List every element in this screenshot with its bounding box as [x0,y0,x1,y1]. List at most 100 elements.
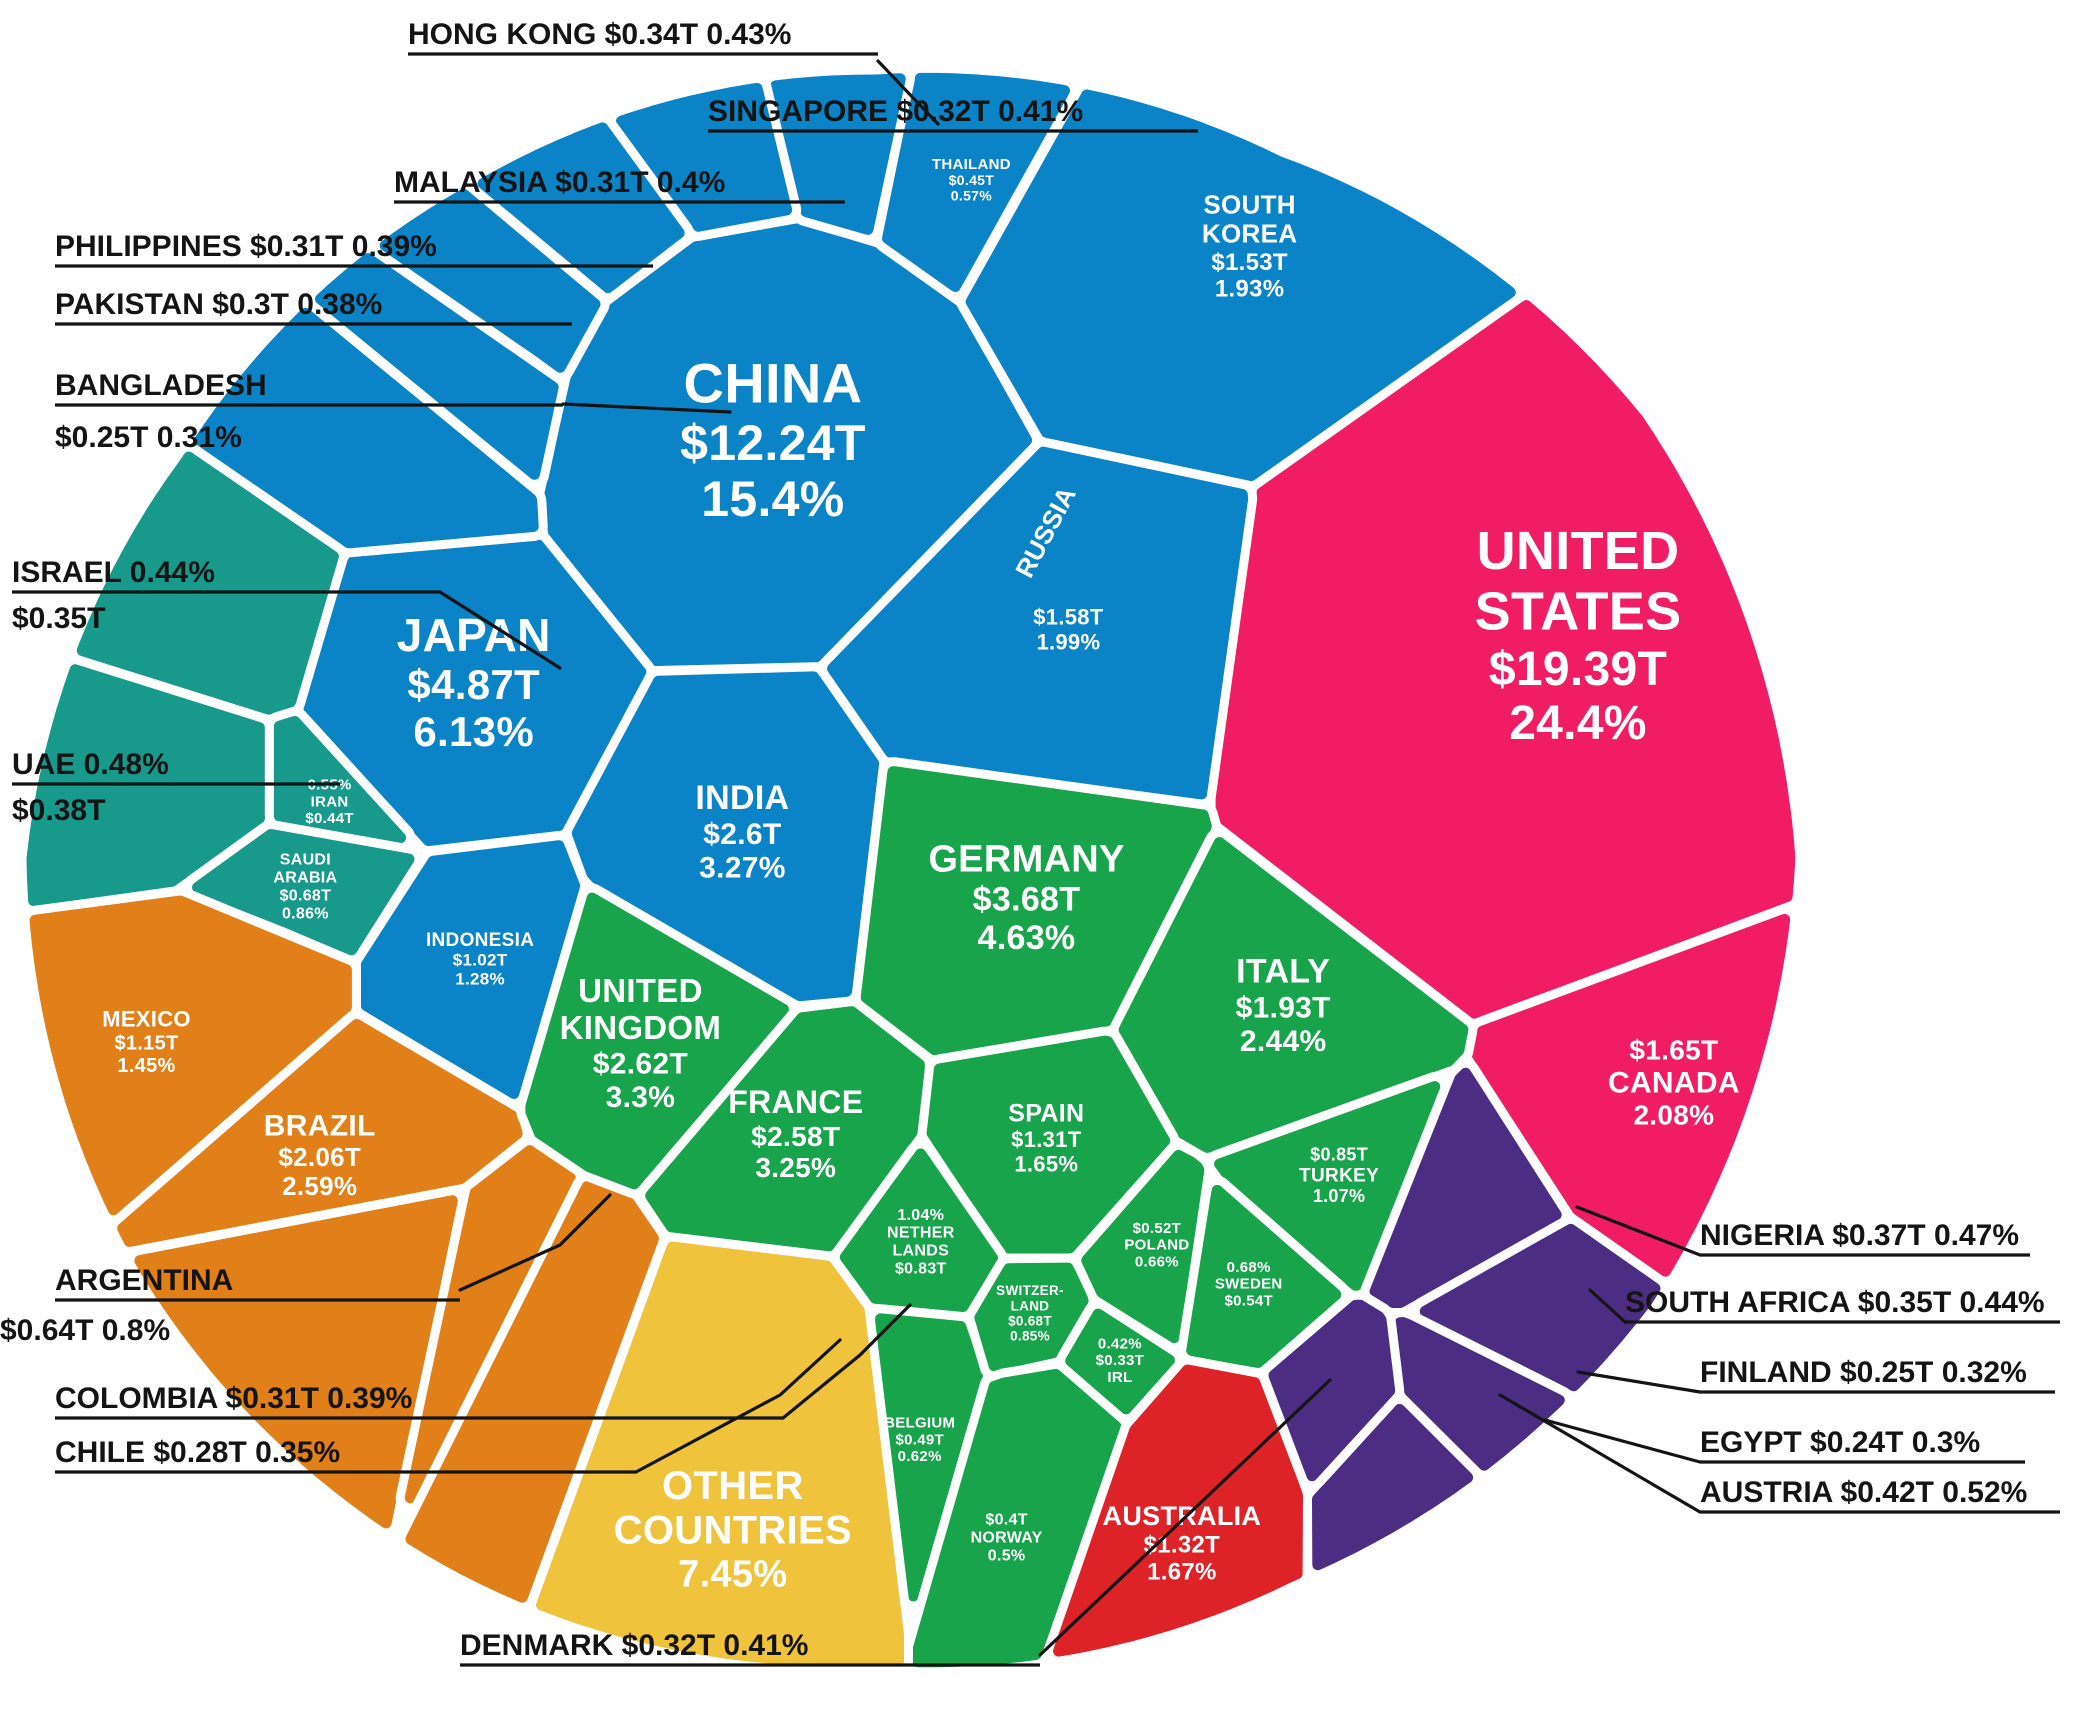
svg-text:AUSTRIA $0.42T 0.52%: AUSTRIA $0.42T 0.52% [1700,1476,2027,1509]
svg-text:KINGDOM: KINGDOM [560,1009,722,1046]
svg-text:MEXICO: MEXICO [102,1006,191,1031]
svg-text:$1.58T: $1.58T [1033,605,1104,630]
svg-text:1.28%: 1.28% [455,970,505,989]
svg-text:ISRAEL 0.44%: ISRAEL 0.44% [12,556,215,589]
svg-text:SWEDEN: SWEDEN [1215,1276,1283,1293]
svg-text:$0.85T: $0.85T [1310,1144,1368,1164]
svg-text:IRL: IRL [1107,1369,1132,1386]
svg-text:$1.31T: $1.31T [1011,1127,1082,1152]
svg-text:$0.64T 0.8%: $0.64T 0.8% [0,1314,170,1347]
svg-text:$2.58T: $2.58T [751,1121,840,1152]
svg-text:$0.45T: $0.45T [949,172,995,188]
svg-text:ITALY: ITALY [1236,953,1330,991]
svg-text:UNITED: UNITED [1477,521,1680,581]
svg-text:CHILE $0.28T 0.35%: CHILE $0.28T 0.35% [55,1436,340,1469]
svg-text:$1.15T: $1.15T [114,1032,178,1054]
svg-text:0.86%: 0.86% [282,905,329,922]
svg-text:BELGIUM: BELGIUM [884,1415,955,1432]
svg-text:AUSTRALIA: AUSTRALIA [1103,1501,1262,1531]
svg-text:SAUDI: SAUDI [280,852,331,869]
svg-text:$0.49T: $0.49T [895,1431,944,1448]
svg-text:TURKEY: TURKEY [1299,1165,1379,1186]
svg-text:ARABIA: ARABIA [273,870,337,887]
svg-text:$2.6T: $2.6T [703,818,781,851]
svg-text:$0.83T: $0.83T [895,1261,947,1278]
svg-text:CHINA: CHINA [683,351,862,414]
svg-text:HONG KONG $0.34T 0.43%: HONG KONG $0.34T 0.43% [408,18,791,51]
svg-text:2.08%: 2.08% [1633,1100,1714,1131]
svg-text:PAKISTAN $0.3T 0.38%: PAKISTAN $0.3T 0.38% [55,288,382,321]
svg-text:3.25%: 3.25% [755,1152,836,1183]
svg-text:EGYPT $0.24T 0.3%: EGYPT $0.24T 0.3% [1700,1426,1980,1459]
svg-text:1.93%: 1.93% [1215,276,1285,303]
svg-text:7.45%: 7.45% [678,1554,787,1596]
svg-text:THAILAND: THAILAND [932,156,1011,173]
svg-text:BRAZIL: BRAZIL [264,1110,376,1143]
svg-text:$0.35T: $0.35T [12,602,105,635]
svg-text:$1.02T: $1.02T [453,951,508,970]
svg-text:$0.68T: $0.68T [1008,1313,1052,1328]
svg-text:0.62%: 0.62% [898,1448,942,1465]
svg-text:$2.62T: $2.62T [593,1047,688,1080]
svg-text:SOUTH AFRICA $0.35T 0.44%: SOUTH AFRICA $0.35T 0.44% [1625,1286,2045,1319]
svg-text:INDIA: INDIA [695,779,789,817]
svg-text:FINLAND $0.25T 0.32%: FINLAND $0.25T 0.32% [1700,1356,2027,1389]
svg-text:JAPAN: JAPAN [397,609,551,661]
svg-text:$0.54T: $0.54T [1224,1292,1273,1309]
svg-text:3.27%: 3.27% [699,852,786,885]
svg-text:6.13%: 6.13% [413,708,534,755]
svg-text:1.67%: 1.67% [1147,1559,1217,1586]
svg-text:NETHER: NETHER [887,1225,955,1242]
svg-text:SWITZER-: SWITZER- [996,1283,1064,1298]
svg-text:$1.53T: $1.53T [1211,249,1288,276]
svg-text:INDONESIA: INDONESIA [426,930,534,951]
svg-text:CANADA: CANADA [1608,1067,1740,1100]
svg-text:$0.44T: $0.44T [305,810,354,827]
svg-text:$0.68T: $0.68T [280,888,332,905]
svg-text:NORWAY: NORWAY [971,1529,1043,1546]
svg-text:$2.06T: $2.06T [278,1142,361,1172]
svg-text:1.45%: 1.45% [117,1055,175,1077]
svg-text:$1.65T: $1.65T [1629,1035,1718,1066]
svg-text:LANDS: LANDS [892,1243,949,1260]
svg-text:SOUTH: SOUTH [1203,189,1296,219]
svg-text:$19.39T: $19.39T [1489,643,1667,696]
svg-text:IRAN: IRAN [311,793,349,810]
svg-text:GERMANY: GERMANY [928,839,1124,881]
svg-text:UAE 0.48%: UAE 0.48% [12,748,169,781]
svg-text:POLAND: POLAND [1124,1237,1189,1254]
svg-text:$0.4T: $0.4T [985,1511,1027,1528]
svg-text:$12.24T: $12.24T [680,415,866,471]
svg-text:MALAYSIA $0.31T 0.4%: MALAYSIA $0.31T 0.4% [394,166,725,199]
svg-text:SINGAPORE $0.32T 0.41%: SINGAPORE $0.32T 0.41% [708,95,1083,128]
svg-text:FRANCE: FRANCE [728,1084,863,1120]
svg-text:0.85%: 0.85% [1010,1329,1050,1344]
svg-text:SPAIN: SPAIN [1008,1100,1084,1128]
svg-text:LAND: LAND [1011,1298,1050,1313]
svg-text:COLOMBIA $0.31T 0.39%: COLOMBIA $0.31T 0.39% [55,1382,412,1415]
svg-text:4.63%: 4.63% [978,919,1076,957]
svg-text:0.57%: 0.57% [951,187,992,203]
svg-text:0.66%: 0.66% [1135,1254,1179,1271]
svg-text:2.59%: 2.59% [282,1171,357,1201]
svg-text:$0.38T: $0.38T [12,794,105,827]
svg-text:0.42%: 0.42% [1098,1335,1142,1352]
svg-text:COUNTRIES: COUNTRIES [614,1509,852,1553]
svg-text:1.04%: 1.04% [897,1207,944,1224]
svg-text:24.4%: 24.4% [1509,697,1647,750]
svg-text:UNITED: UNITED [578,972,703,1009]
svg-text:$1.93T: $1.93T [1236,992,1331,1025]
svg-text:$0.33T: $0.33T [1096,1352,1145,1369]
svg-text:$4.87T: $4.87T [407,661,540,708]
svg-text:PHILIPPINES $0.31T 0.39%: PHILIPPINES $0.31T 0.39% [55,230,437,263]
svg-text:1.07%: 1.07% [1313,1186,1366,1206]
svg-text:2.44%: 2.44% [1240,1025,1327,1058]
svg-text:$0.25T 0.31%: $0.25T 0.31% [55,421,242,454]
svg-text:ARGENTINA: ARGENTINA [55,1264,233,1297]
svg-text:15.4%: 15.4% [701,471,844,527]
svg-text:1.99%: 1.99% [1036,629,1100,654]
svg-text:1.65%: 1.65% [1014,1152,1078,1177]
svg-text:0.68%: 0.68% [1227,1259,1271,1276]
svg-text:$0.52T: $0.52T [1133,1220,1182,1237]
svg-text:KOREA: KOREA [1202,218,1297,248]
